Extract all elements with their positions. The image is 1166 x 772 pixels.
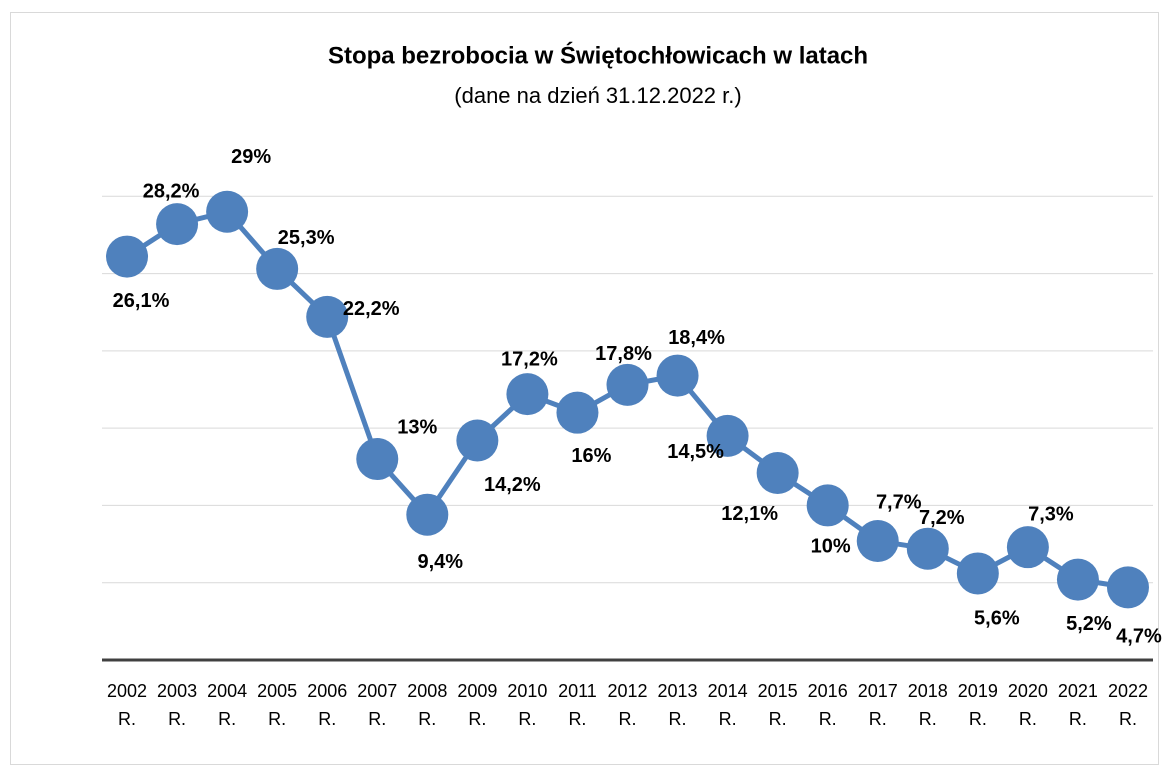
data-point bbox=[156, 203, 199, 246]
data-point bbox=[1056, 558, 1099, 601]
x-tick-label: 2017 R. bbox=[858, 681, 898, 729]
data-label: 25,3% bbox=[278, 227, 335, 249]
x-tick-label: 2004 R. bbox=[207, 681, 247, 729]
data-label: 13% bbox=[397, 416, 437, 438]
data-point bbox=[206, 190, 249, 233]
x-tick-label: 2016 R. bbox=[808, 681, 848, 729]
data-label: 9,4% bbox=[418, 551, 464, 573]
x-tick-label: 2003 R. bbox=[157, 681, 197, 729]
data-label: 14,5% bbox=[667, 441, 724, 463]
data-point bbox=[556, 391, 599, 434]
x-tick-label: 2005 R. bbox=[257, 681, 297, 729]
x-tick-label: 2021 R. bbox=[1058, 681, 1098, 729]
data-point bbox=[106, 235, 149, 278]
data-label: 29% bbox=[231, 146, 271, 168]
data-point bbox=[756, 451, 799, 494]
data-point bbox=[906, 527, 949, 570]
data-point bbox=[856, 519, 899, 562]
chart-border bbox=[10, 12, 1159, 765]
data-label: 18,4% bbox=[668, 327, 725, 349]
data-label: 22,2% bbox=[343, 298, 400, 320]
data-point bbox=[406, 493, 449, 536]
data-label: 4,7% bbox=[1116, 626, 1162, 648]
data-label: 7,2% bbox=[919, 507, 965, 529]
data-label: 17,2% bbox=[501, 348, 558, 370]
data-point bbox=[306, 295, 349, 338]
data-point bbox=[656, 354, 699, 397]
data-label: 28,2% bbox=[143, 180, 200, 202]
data-point bbox=[606, 363, 649, 406]
x-tick-label: 2019 R. bbox=[958, 681, 998, 729]
x-tick-label: 2009 R. bbox=[457, 681, 497, 729]
x-tick-label: 2015 R. bbox=[758, 681, 798, 729]
x-tick-label: 2008 R. bbox=[407, 681, 447, 729]
x-tick-label: 2020 R. bbox=[1008, 681, 1048, 729]
data-label: 26,1% bbox=[113, 290, 170, 312]
data-label: 7,3% bbox=[1028, 503, 1074, 525]
data-point bbox=[706, 414, 749, 457]
data-point bbox=[956, 552, 999, 595]
data-label: 5,2% bbox=[1066, 613, 1112, 635]
data-label: 16% bbox=[571, 445, 611, 467]
chart-title: Stopa bezrobocia w Świętochłowicach w la… bbox=[328, 41, 868, 69]
data-point bbox=[456, 419, 499, 462]
x-tick-label: 2013 R. bbox=[658, 681, 698, 729]
data-point bbox=[256, 247, 299, 290]
data-point bbox=[806, 484, 849, 527]
x-tick-label: 2011 R. bbox=[558, 681, 597, 729]
x-tick-label: 2007 R. bbox=[357, 681, 397, 729]
x-tick-label: 2018 R. bbox=[908, 681, 948, 729]
data-point bbox=[1006, 526, 1049, 569]
data-label: 12,1% bbox=[721, 503, 778, 525]
x-tick-label: 2014 R. bbox=[708, 681, 748, 729]
chart-subtitle: (dane na dzień 31.12.2022 r.) bbox=[454, 83, 741, 108]
data-point bbox=[1106, 566, 1149, 609]
x-tick-label: 2006 R. bbox=[307, 681, 347, 729]
data-label: 5,6% bbox=[974, 608, 1020, 630]
data-label: 10% bbox=[811, 536, 851, 558]
x-tick-label: 2010 R. bbox=[507, 681, 547, 729]
x-tick-label: 2022 R. bbox=[1108, 681, 1148, 729]
data-label: 7,7% bbox=[876, 491, 922, 513]
data-label: 17,8% bbox=[595, 343, 652, 365]
x-tick-label: 2002 R. bbox=[107, 681, 147, 729]
x-tick-label: 2012 R. bbox=[607, 681, 647, 729]
data-point bbox=[506, 373, 549, 416]
data-label: 14,2% bbox=[484, 474, 541, 496]
data-point bbox=[356, 438, 399, 481]
